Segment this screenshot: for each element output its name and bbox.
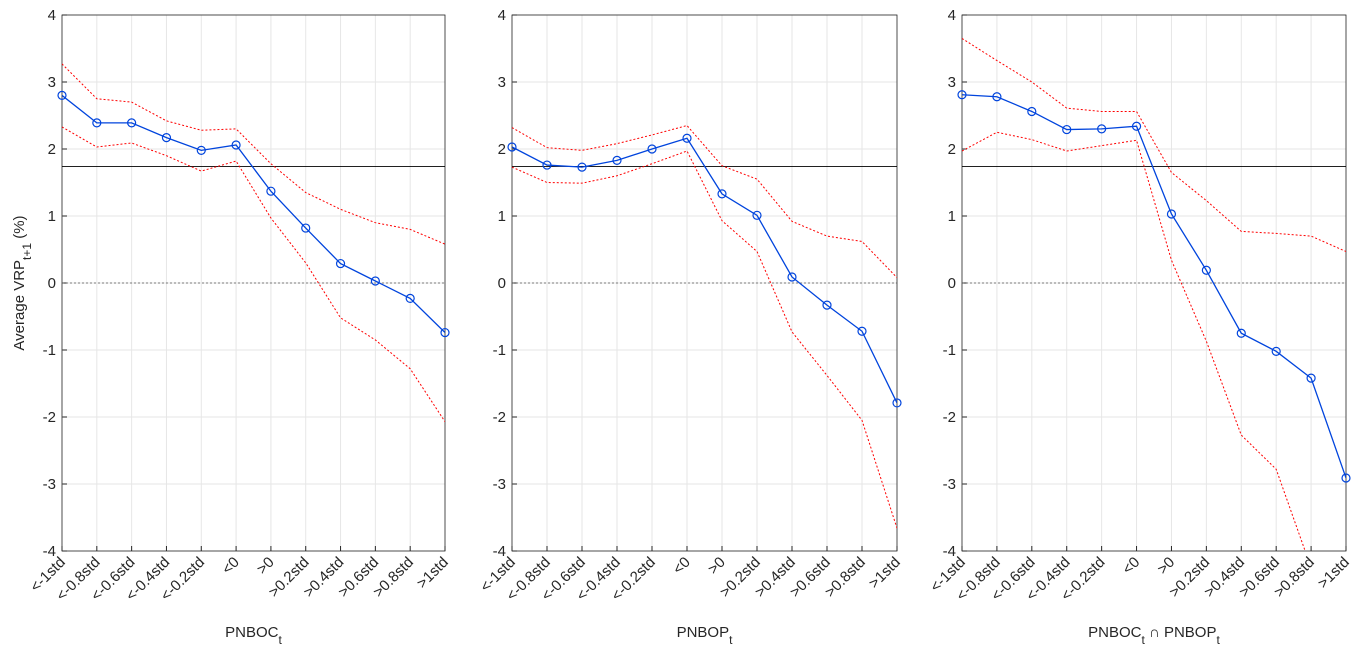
marker xyxy=(612,155,622,165)
x-tick-label: >0 xyxy=(1154,554,1178,578)
y-tick-label: 1 xyxy=(498,208,506,225)
series-line xyxy=(512,150,897,529)
marker xyxy=(957,90,967,100)
label-subscript: t xyxy=(279,633,283,647)
axis-label: PNBOPt xyxy=(677,624,734,647)
label-part: PNBOP xyxy=(677,624,730,641)
y-tick-label: 1 xyxy=(948,208,956,225)
y-tick-label: -2 xyxy=(943,409,956,426)
marker xyxy=(161,133,172,143)
x-tick-label: <0 xyxy=(670,554,694,578)
series-line xyxy=(512,137,897,404)
x-tick-label: <0 xyxy=(219,554,243,578)
y-tick-label: 0 xyxy=(948,275,956,292)
label-subscript: t xyxy=(1142,633,1146,647)
label-subscript: t+1 xyxy=(20,243,34,260)
marker xyxy=(92,118,102,128)
y-tick-label: 1 xyxy=(48,208,56,225)
marker xyxy=(647,144,657,154)
y-tick-label: 0 xyxy=(498,275,506,292)
series-line xyxy=(962,131,1306,551)
marker xyxy=(752,210,762,220)
marker xyxy=(1027,106,1037,117)
y-tick-label: -2 xyxy=(43,409,56,426)
marker xyxy=(1166,209,1177,219)
y-tick-label: -4 xyxy=(493,543,506,560)
marker xyxy=(542,160,552,170)
marker xyxy=(992,92,1002,102)
marker xyxy=(1306,373,1316,383)
series-line xyxy=(62,126,445,422)
y-tick-label: -4 xyxy=(943,543,956,560)
y-tick-label: -3 xyxy=(43,476,56,493)
axis-label: PNBOCt xyxy=(225,624,282,647)
y-tick-label: -1 xyxy=(943,342,956,359)
marker xyxy=(787,272,797,282)
marker xyxy=(857,326,867,336)
y-tick-label: 2 xyxy=(48,141,56,158)
marker xyxy=(577,162,587,172)
marker xyxy=(822,300,832,310)
y-tick-label: -2 xyxy=(493,409,506,426)
y-tick-label: 4 xyxy=(48,7,56,24)
marker xyxy=(892,398,902,408)
label-part: PNBOC xyxy=(1088,624,1142,641)
marker xyxy=(57,90,67,101)
label-part: (%) xyxy=(11,215,28,243)
label-part: Average VRP xyxy=(11,260,28,351)
label-part: ∩ PNBOP xyxy=(1145,624,1217,641)
y-tick-label: 3 xyxy=(498,74,506,91)
marker xyxy=(231,140,241,150)
y-tick-label: -3 xyxy=(943,476,956,493)
marker xyxy=(301,223,311,233)
marker xyxy=(1131,121,1142,131)
x-tick-label: >1std xyxy=(866,554,904,592)
marker xyxy=(440,327,450,338)
label-subscript: t xyxy=(729,633,733,647)
marker xyxy=(335,258,346,269)
y-tick-label: 4 xyxy=(948,7,956,24)
x-tick-label: <0 xyxy=(1119,554,1143,578)
marker xyxy=(1271,346,1281,356)
marker xyxy=(1062,124,1072,135)
marker xyxy=(507,142,517,152)
marker xyxy=(1236,328,1246,338)
marker xyxy=(370,276,380,286)
y-tick-label: 3 xyxy=(48,74,56,91)
axis-label: Average VRPt+1 (%) xyxy=(11,215,34,350)
x-tick-label: >1std xyxy=(414,554,452,592)
marker xyxy=(1097,124,1107,134)
x-tick-label: >0 xyxy=(705,554,729,578)
marker xyxy=(1341,473,1351,483)
marker xyxy=(405,293,415,304)
series-line xyxy=(62,94,445,334)
marker xyxy=(266,186,276,196)
label-subscript: t xyxy=(1216,633,1220,647)
series-line xyxy=(512,124,897,278)
y-tick-label: 4 xyxy=(498,7,506,24)
axis-label: PNBOCt ∩ PNBOPt xyxy=(1088,624,1220,647)
y-tick-label: 0 xyxy=(48,275,56,292)
marker xyxy=(196,145,206,155)
marker xyxy=(717,189,727,199)
marker xyxy=(1201,265,1211,275)
y-tick-label: 2 xyxy=(498,141,506,158)
y-tick-label: -3 xyxy=(493,476,506,493)
label-part: PNBOC xyxy=(225,624,279,641)
marker xyxy=(682,133,692,143)
y-tick-label: 2 xyxy=(948,141,956,158)
x-tick-label: >0 xyxy=(254,554,278,578)
y-tick-label: -1 xyxy=(493,342,506,359)
y-tick-label: -1 xyxy=(43,342,56,359)
series-line xyxy=(962,94,1346,479)
marker xyxy=(127,118,137,128)
y-tick-label: 3 xyxy=(948,74,956,91)
y-tick-label: -4 xyxy=(43,543,56,560)
x-tick-label: >1std xyxy=(1315,554,1353,592)
